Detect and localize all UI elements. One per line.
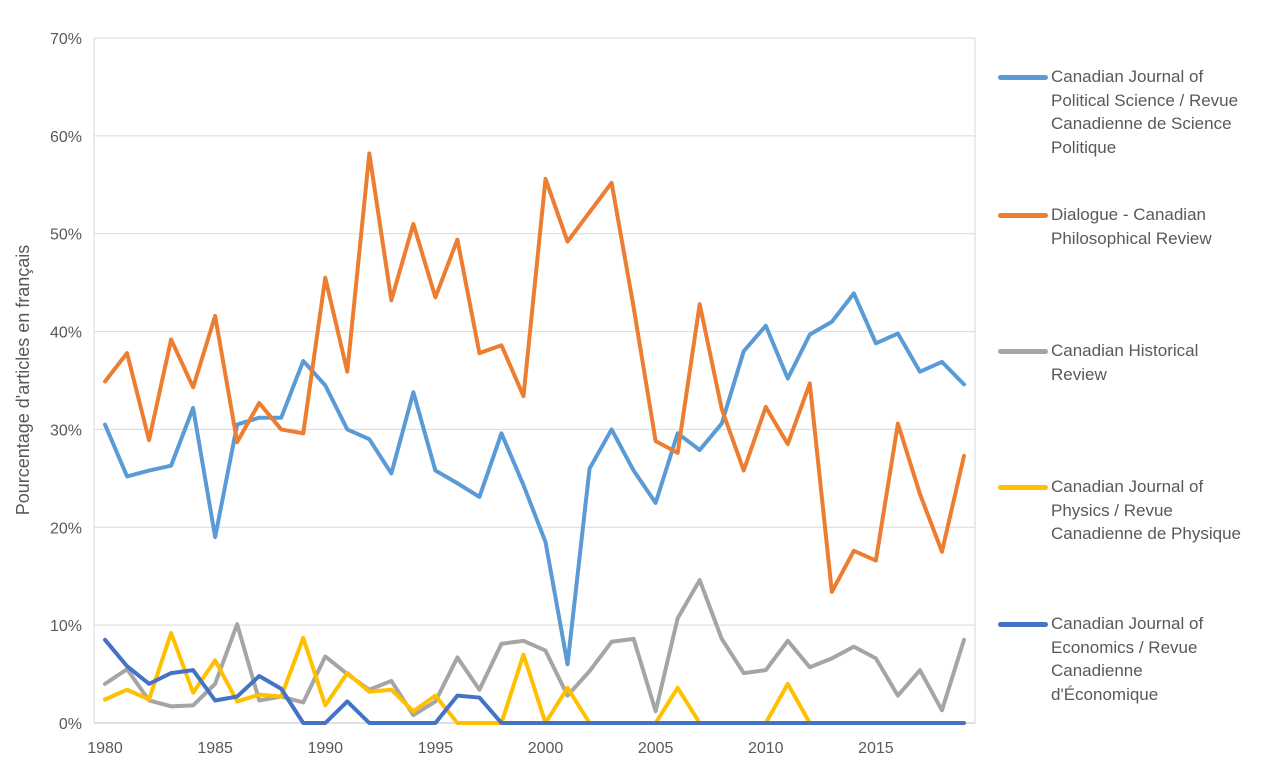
x-tick-label: 2005: [638, 740, 674, 757]
legend-item-dialogue: Dialogue - Canadian Philosophical Review: [998, 203, 1251, 250]
series-lines: [103, 151, 966, 725]
legend-swatch: [998, 485, 1048, 490]
legend: Canadian Journal of Political Science / …: [998, 0, 1268, 764]
x-tick-label: 1990: [307, 740, 343, 757]
y-tick-label: 20%: [50, 520, 82, 537]
y-tick-label: 30%: [50, 422, 82, 439]
legend-swatch: [998, 213, 1048, 218]
series-line-1: [103, 151, 966, 594]
series-line-3: [103, 630, 812, 725]
x-tick-labels: 1980 1985 1990 1995 2000 2005 2010 2015: [87, 740, 894, 757]
y-tick-label: 70%: [50, 31, 82, 48]
legend-swatch: [998, 622, 1048, 627]
x-tick-label: 1980: [87, 740, 123, 757]
y-tick-label: 50%: [50, 227, 82, 244]
legend-label: Canadian Journal of Physics / Revue Cana…: [1051, 477, 1241, 543]
x-tick-label: 1995: [418, 740, 454, 757]
gridlines: [94, 37, 975, 626]
series-line-2: [103, 578, 966, 718]
x-tick-label: 1985: [197, 740, 233, 757]
legend-item-historical-review: Canadian Historical Review: [998, 339, 1251, 386]
legend-label: Canadian Journal of Political Science / …: [1051, 67, 1239, 157]
legend-label: Canadian Journal of Economics / Revue Ca…: [1051, 614, 1204, 704]
legend-item-economics: Canadian Journal of Economics / Revue Ca…: [998, 612, 1251, 706]
legend-item-physics: Canadian Journal of Physics / Revue Cana…: [998, 475, 1251, 546]
y-tick-label: 10%: [50, 618, 82, 635]
x-tick-label: 2010: [748, 740, 784, 757]
y-tick-labels: 0% 10% 20% 30% 40% 50% 60% 70%: [50, 31, 82, 733]
y-tick-label: 60%: [50, 129, 82, 146]
legend-label: Canadian Historical Review: [1051, 341, 1199, 384]
y-axis-label: Pourcentage d'articles en français: [13, 245, 33, 516]
series-line-4: [103, 637, 966, 725]
legend-swatch: [998, 75, 1048, 80]
legend-swatch: [998, 349, 1048, 354]
x-tick-label: 2000: [528, 740, 564, 757]
y-tick-label: 0%: [59, 716, 82, 733]
series-line-0: [103, 291, 966, 667]
x-tick-label: 2015: [858, 740, 894, 757]
y-tick-label: 40%: [50, 325, 82, 342]
legend-item-political-science: Canadian Journal of Political Science / …: [998, 65, 1251, 159]
legend-label: Dialogue - Canadian Philosophical Review: [1051, 205, 1212, 248]
